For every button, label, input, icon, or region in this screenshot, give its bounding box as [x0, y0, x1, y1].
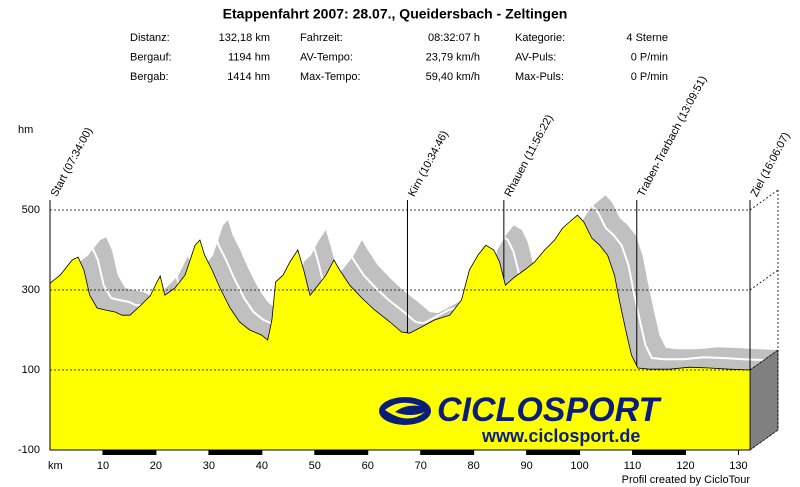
- grid-line-depth: [749, 429, 779, 451]
- chart-title: Etappenfahrt 2007: 28.07., Queidersbach …: [223, 6, 568, 22]
- info-value: 132,18 km: [219, 32, 270, 44]
- y-tick-label: 500: [22, 204, 40, 216]
- scale-bar: [314, 450, 368, 455]
- waypoint-label: Traben-Trarbach (13:09:51): [635, 74, 709, 199]
- info-label: Bergab:: [130, 71, 169, 83]
- y-tick-label: 300: [22, 284, 40, 296]
- x-tick-label: 70: [415, 460, 427, 472]
- x-tick-label: 120: [676, 460, 694, 472]
- x-tick-label: 30: [203, 460, 215, 472]
- waypoint-label: Rhauen (11:56:22): [502, 113, 555, 199]
- scale-bar: [208, 450, 262, 455]
- info-label: Kategorie:: [515, 32, 565, 44]
- grid-line-depth: [749, 349, 779, 371]
- y-tick-label: -100: [18, 444, 40, 456]
- x-tick-label: 80: [468, 460, 480, 472]
- info-label: Bergauf:: [130, 51, 172, 63]
- info-label: Max-Tempo:: [300, 71, 361, 83]
- grid-line-depth: [749, 269, 779, 291]
- x-tick-label: 100: [570, 460, 588, 472]
- info-value: 08:32:07 h: [428, 32, 480, 44]
- info-value: 4 Sterne: [626, 32, 668, 44]
- scale-bar: [420, 450, 474, 455]
- scale-bar: [632, 450, 686, 455]
- y-axis-label: hm: [18, 124, 33, 136]
- info-value: 23,79 km/h: [426, 51, 480, 63]
- x-tick-label: 10: [97, 460, 109, 472]
- x-tick-label: 60: [362, 460, 374, 472]
- info-value: 0 P/min: [631, 51, 668, 63]
- scale-bar: [526, 450, 580, 455]
- footer: Profil created by CicloTour: [622, 474, 751, 486]
- x-tick-label: 50: [309, 460, 321, 472]
- waypoint-label: Kirn (10:34:46): [406, 129, 451, 199]
- profile-shadow: [50, 195, 778, 370]
- logo: CICLOSPORT www.ciclosport.de: [379, 391, 663, 446]
- x-tick-label: 130: [729, 460, 747, 472]
- info-value: 1414 hm: [227, 71, 270, 83]
- info-label: AV-Tempo:: [300, 51, 353, 63]
- profile-area: [49, 214, 751, 451]
- x-axis-label: km: [48, 460, 63, 472]
- logo-name: CICLOSPORT: [437, 391, 663, 429]
- info-label: AV-Puls:: [515, 51, 556, 63]
- x-tick-label: 90: [520, 460, 532, 472]
- x-tick-label: 40: [256, 460, 268, 472]
- scale-bar: [102, 450, 156, 455]
- info-label: Distanz:: [130, 32, 170, 44]
- x-tick-label: 20: [150, 460, 162, 472]
- info-label: Fahrzeit:: [300, 32, 343, 44]
- waypoint-label: Start (07:34:00): [49, 126, 95, 199]
- info-value: 59,40 km/h: [426, 71, 480, 83]
- logo-emblem: [379, 397, 431, 425]
- profile-shadow-line: [63, 203, 765, 361]
- x-tick-label: 110: [624, 460, 642, 472]
- info-label: Max-Puls:: [515, 71, 564, 83]
- info-value: 1194 hm: [228, 51, 270, 63]
- logo-swirl: [385, 402, 425, 419]
- y-tick-label: 100: [22, 364, 40, 376]
- logo-url: www.ciclosport.de: [481, 426, 640, 446]
- grid-line-depth: [749, 189, 779, 211]
- info-value: 0 P/min: [631, 71, 668, 83]
- waypoint-label: Ziel (16:06:07): [749, 131, 793, 199]
